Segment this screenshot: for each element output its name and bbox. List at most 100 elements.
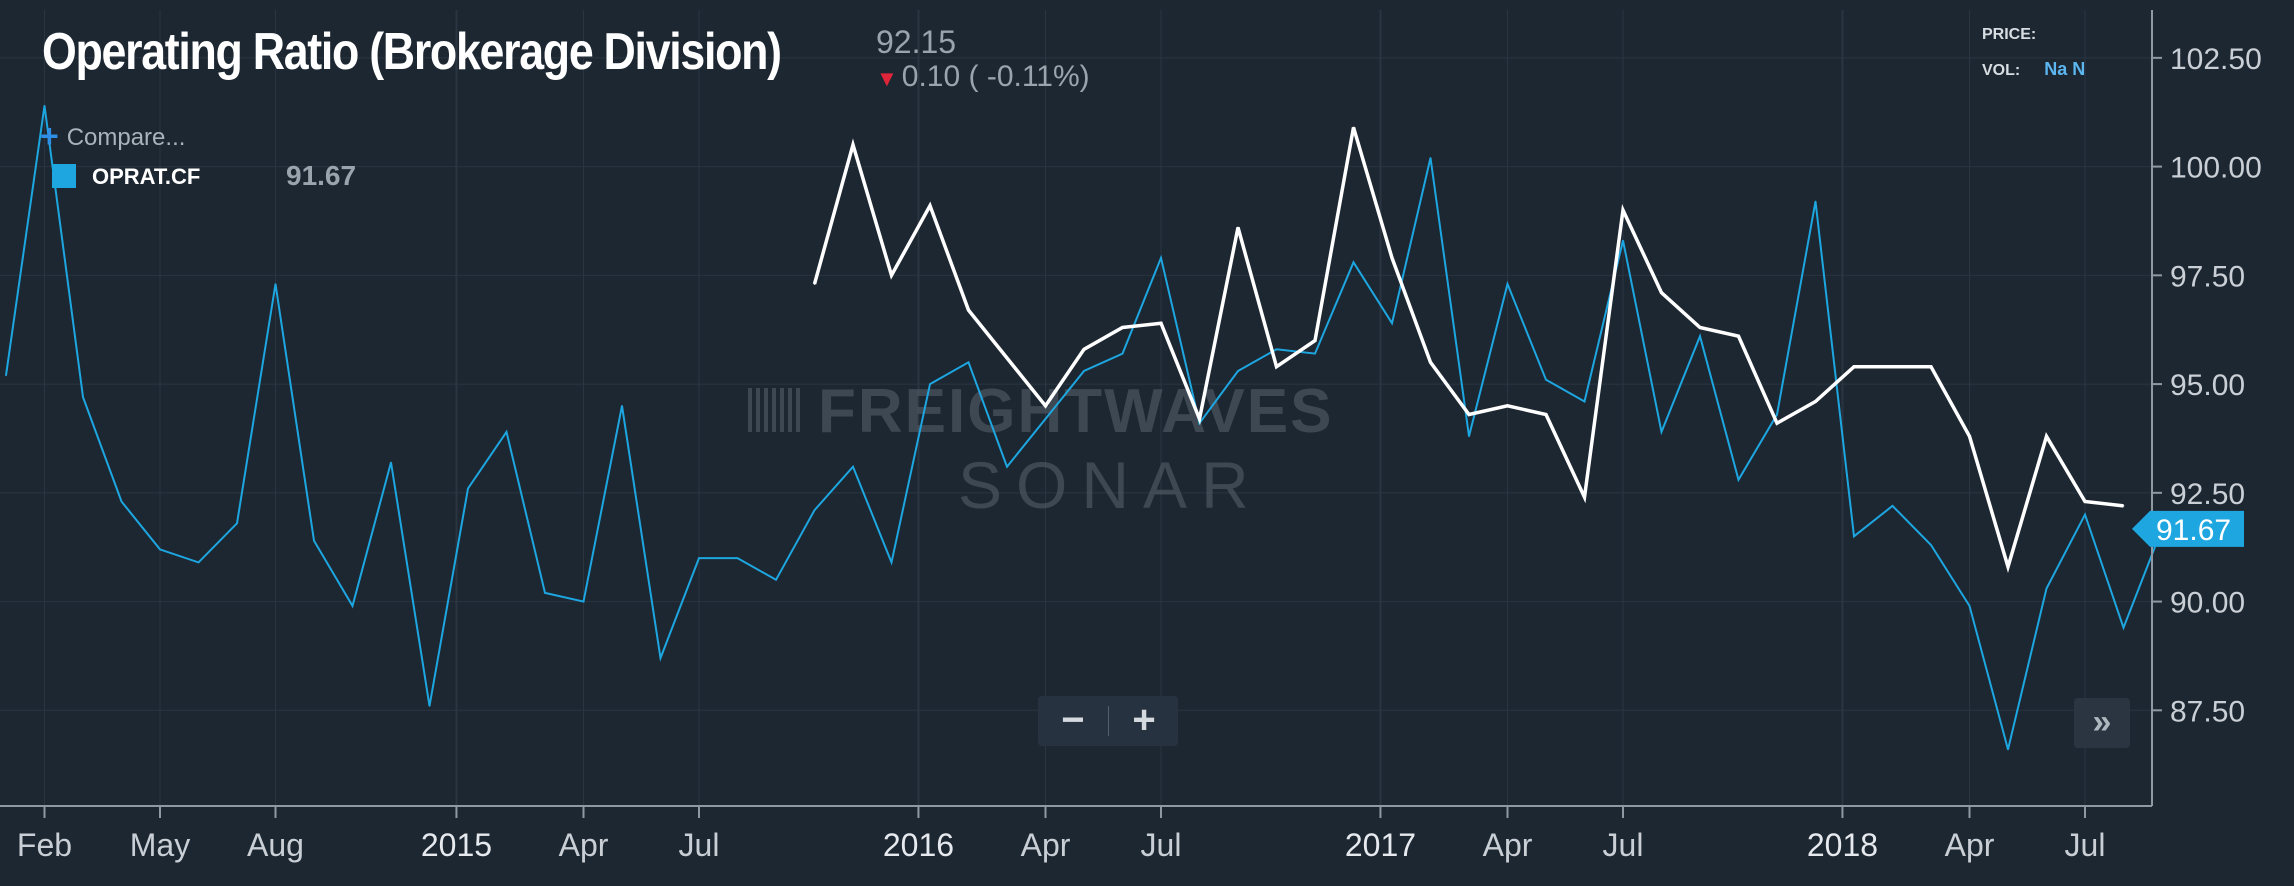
down-arrow-icon: ▼: [876, 66, 898, 91]
data-point-comparison: [852, 144, 854, 146]
last-value-marker: 91.67: [2132, 510, 2244, 547]
data-point-oprat: [1814, 200, 1817, 203]
price-vol-readout: PRICE: VOL: Na N: [1982, 18, 2085, 88]
x-tick-label: Feb: [17, 827, 72, 863]
series-symbol: OPRAT.CF: [92, 164, 201, 189]
data-point-oprat: [505, 431, 508, 433]
scroll-right-button[interactable]: »: [2074, 698, 2130, 748]
data-point-comparison: [890, 274, 893, 277]
data-point-comparison: [1853, 365, 1855, 368]
data-point-comparison: [1121, 326, 1124, 329]
zoom-divider: [1108, 706, 1109, 736]
data-point-oprat: [1968, 605, 1971, 607]
data-point-comparison: [1352, 126, 1355, 129]
series-legend-item[interactable]: OPRAT.CF: [52, 164, 200, 190]
data-point-oprat: [197, 561, 200, 564]
price-label: PRICE:: [1982, 26, 2037, 43]
data-point-oprat: [274, 283, 277, 285]
data-point-oprat: [1468, 435, 1470, 438]
price-change-text: 0.10 ( -0.11%): [901, 60, 1090, 93]
data-point-comparison: [1429, 361, 1432, 364]
data-point-comparison: [2084, 500, 2086, 503]
data-point-comparison: [1044, 405, 1047, 407]
data-point-comparison: [2045, 435, 2048, 438]
grid: [0, 10, 2152, 806]
x-tick-label: Apr: [1483, 827, 1533, 863]
y-tick-label: 100.00: [2170, 152, 2262, 185]
data-point-oprat: [2045, 587, 2048, 590]
data-point-oprat: [1699, 335, 1701, 338]
data-point-oprat: [2122, 626, 2125, 629]
data-point-comparison: [1275, 365, 1278, 368]
data-point-comparison: [1391, 257, 1393, 259]
zoom-in-button[interactable]: +: [1132, 698, 1156, 742]
data-point-comparison: [1314, 339, 1316, 342]
last-value-label: 91.67: [2156, 514, 2231, 547]
data-point-oprat: [1429, 157, 1432, 159]
x-tick-label: 2017: [1345, 827, 1416, 863]
zoom-out-button[interactable]: −: [1061, 698, 1085, 742]
x-tick-label: 2015: [421, 827, 492, 863]
zoom-controls: − +: [1038, 696, 1178, 746]
data-point-oprat: [1160, 257, 1162, 259]
data-point-oprat: [582, 600, 585, 603]
data-point-comparison: [1160, 322, 1162, 324]
data-point-oprat: [852, 465, 854, 468]
data-point-oprat: [1776, 413, 1778, 416]
data-point-oprat: [236, 522, 238, 525]
data-point-comparison: [1583, 496, 1586, 498]
watermark: FREIGHTWAVES SONAR: [748, 377, 1333, 522]
x-tick-label: Jul: [2065, 827, 2106, 863]
data-point-oprat: [1044, 418, 1047, 420]
data-point-oprat: [1506, 283, 1509, 285]
x-tick-label: 2018: [1807, 827, 1878, 863]
data-point-oprat: [43, 104, 46, 107]
data-point-oprat: [775, 579, 777, 581]
x-tick-label: Apr: [1945, 827, 1995, 863]
data-point-comparison: [1930, 365, 1932, 368]
data-point-comparison: [1699, 326, 1701, 329]
x-tick-label: Jul: [679, 827, 720, 863]
data-point-comparison: [2122, 505, 2125, 507]
data-point-oprat: [1545, 378, 1547, 381]
data-point-comparison: [1006, 357, 1008, 359]
last-value-flag: [2132, 510, 2244, 547]
data-point-oprat: [659, 657, 662, 659]
data-point-comparison: [1468, 413, 1470, 416]
data-point-oprat: [544, 592, 546, 594]
data-point-oprat: [929, 383, 931, 385]
data-point-comparison: [1814, 400, 1817, 403]
data-point-oprat: [1391, 322, 1393, 324]
data-point-oprat: [1083, 370, 1085, 372]
data-point-oprat: [1660, 431, 1663, 433]
axes: 87.50 90.00 92.50 95.00 97.50 100.00 102.50 Feb…: [0, 10, 2262, 863]
x-tick-label: Apr: [1021, 827, 1071, 863]
vol-label: VOL:: [1982, 62, 2021, 79]
x-tick-label: Aug: [247, 827, 304, 863]
series-color-swatch: [52, 164, 76, 188]
data-point-comparison: [967, 309, 970, 311]
data-point-comparison: [1545, 413, 1547, 416]
data-point-oprat: [2007, 748, 2009, 751]
data-point-oprat: [698, 557, 700, 559]
data-point-oprat: [813, 509, 816, 512]
price-change: ▼ 0.10 ( -0.11%): [876, 60, 1090, 94]
freightwaves-logo-icon: [748, 388, 800, 432]
x-tick-label: Jul: [1141, 827, 1182, 863]
data-point-comparison: [1083, 348, 1085, 351]
series-lines: [5, 104, 2163, 751]
data-point-oprat: [1853, 535, 1855, 538]
data-point-comparison: [1737, 335, 1740, 338]
data-point-comparison: [929, 204, 931, 207]
data-point-oprat: [890, 561, 893, 564]
data-point-oprat: [736, 557, 739, 559]
data-point-oprat: [82, 396, 84, 398]
data-point-comparison: [2007, 565, 2009, 568]
data-point-comparison: [1968, 435, 1971, 438]
compare-button[interactable]: + Compare...: [40, 118, 185, 155]
data-point-oprat: [467, 487, 469, 490]
x-tick-label: 2016: [883, 827, 954, 863]
watermark-brand: FREIGHTWAVES: [818, 377, 1333, 446]
